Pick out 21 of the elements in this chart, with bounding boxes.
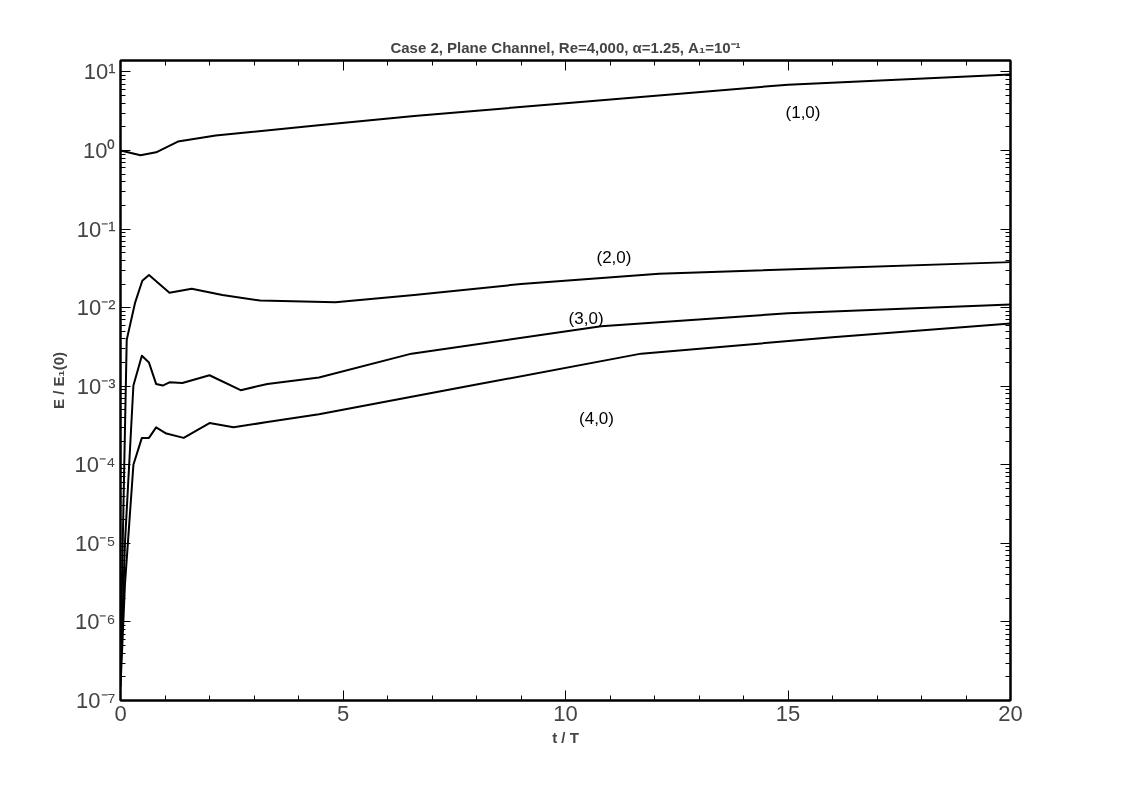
y-tick-label: 10¹ [83,59,116,85]
y-tick-label: 10⁻¹ [76,216,116,242]
series-label: (1,0) [785,103,821,123]
y-tick-label: 10⁰ [83,138,116,164]
y-tick-label: 10⁻³ [76,373,116,399]
y-tick-label: 10⁻² [76,295,116,321]
y-axis-title: E / E₁(0) [49,351,67,410]
y-tick-label: 10⁻⁷ [76,688,116,713]
x-tick-label: 0 [114,700,127,726]
x-tick-label: 20 [998,700,1023,726]
chart-title: Case 2, Plane Channel, Re=4,000, α=1.25, A₁=10⁻¹ [390,38,741,56]
x-tick-label: 5 [336,700,350,726]
x-tick-label: 15 [775,700,801,726]
text: (4,0) [579,409,614,429]
series-label: (2,0) [596,248,632,268]
series-label: (3,0) [568,308,604,328]
y-tick-label: 10⁻⁶ [74,609,116,635]
x-tick-label: 10 [553,700,578,726]
y-tick-label: 10⁻⁴ [74,452,116,478]
x-axis-title: t / T [552,728,579,746]
y-tick-label: 10⁻⁵ [74,530,116,556]
